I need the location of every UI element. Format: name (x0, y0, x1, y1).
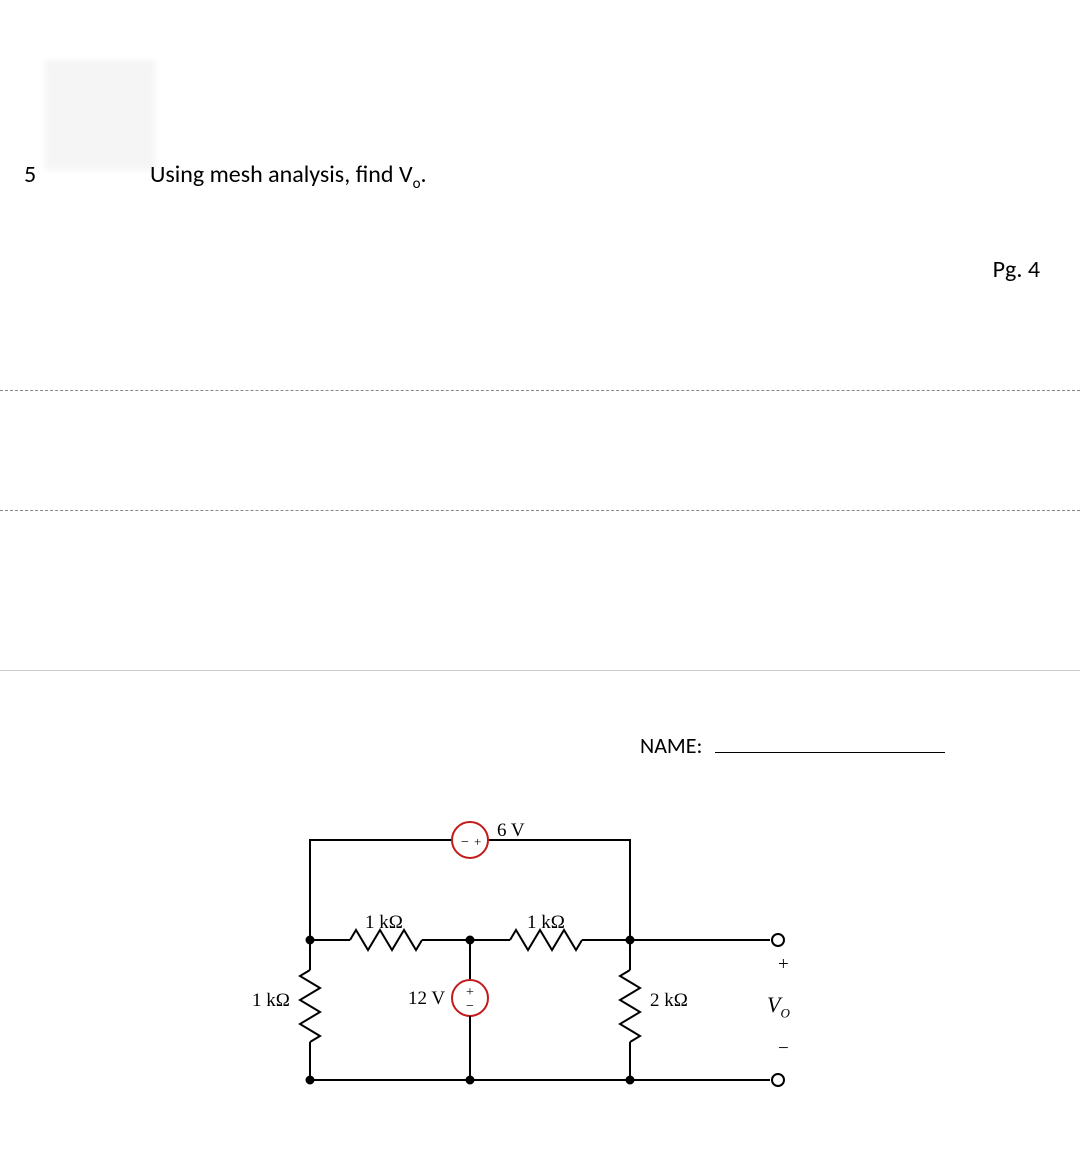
svg-text:−: − (461, 835, 469, 850)
divider-dashed-1 (0, 390, 1080, 391)
question-suffix: . (421, 160, 427, 189)
page-number: Pg. 4 (993, 255, 1040, 284)
page-smudge (45, 60, 155, 170)
svg-text:+: + (466, 985, 474, 1000)
question-text: Using mesh analysis, find Vo. (150, 160, 427, 193)
output-minus: − (778, 1038, 789, 1060)
output-sub: O (780, 1005, 789, 1020)
label-r-top-left: 1 kΩ (365, 912, 403, 934)
name-label: NAME: (640, 732, 702, 759)
circuit-diagram: − + + − 6 V 1 kΩ 1 kΩ 1 kΩ 12 V 2 kΩ + V… (230, 820, 830, 1140)
label-r-top-right: 1 kΩ (527, 912, 565, 934)
label-6v: 6 V (497, 820, 525, 842)
divider-solid (0, 670, 1080, 671)
question-sub: o (413, 175, 421, 193)
question-number: 5 (24, 160, 36, 189)
divider-dashed-2 (0, 510, 1080, 511)
question-prefix: Using mesh analysis, find V (150, 160, 413, 189)
name-underline (715, 752, 945, 753)
label-12v: 12 V (408, 988, 445, 1010)
label-r-left: 1 kΩ (252, 990, 290, 1012)
label-r-right: 2 kΩ (650, 990, 688, 1012)
svg-text:−: − (466, 999, 474, 1014)
svg-text:+: + (474, 834, 481, 849)
output-v: V (767, 992, 780, 1017)
output-plus: + (778, 954, 789, 976)
output-label: VO (767, 992, 790, 1021)
circuit-svg: − + + − (230, 820, 830, 1140)
